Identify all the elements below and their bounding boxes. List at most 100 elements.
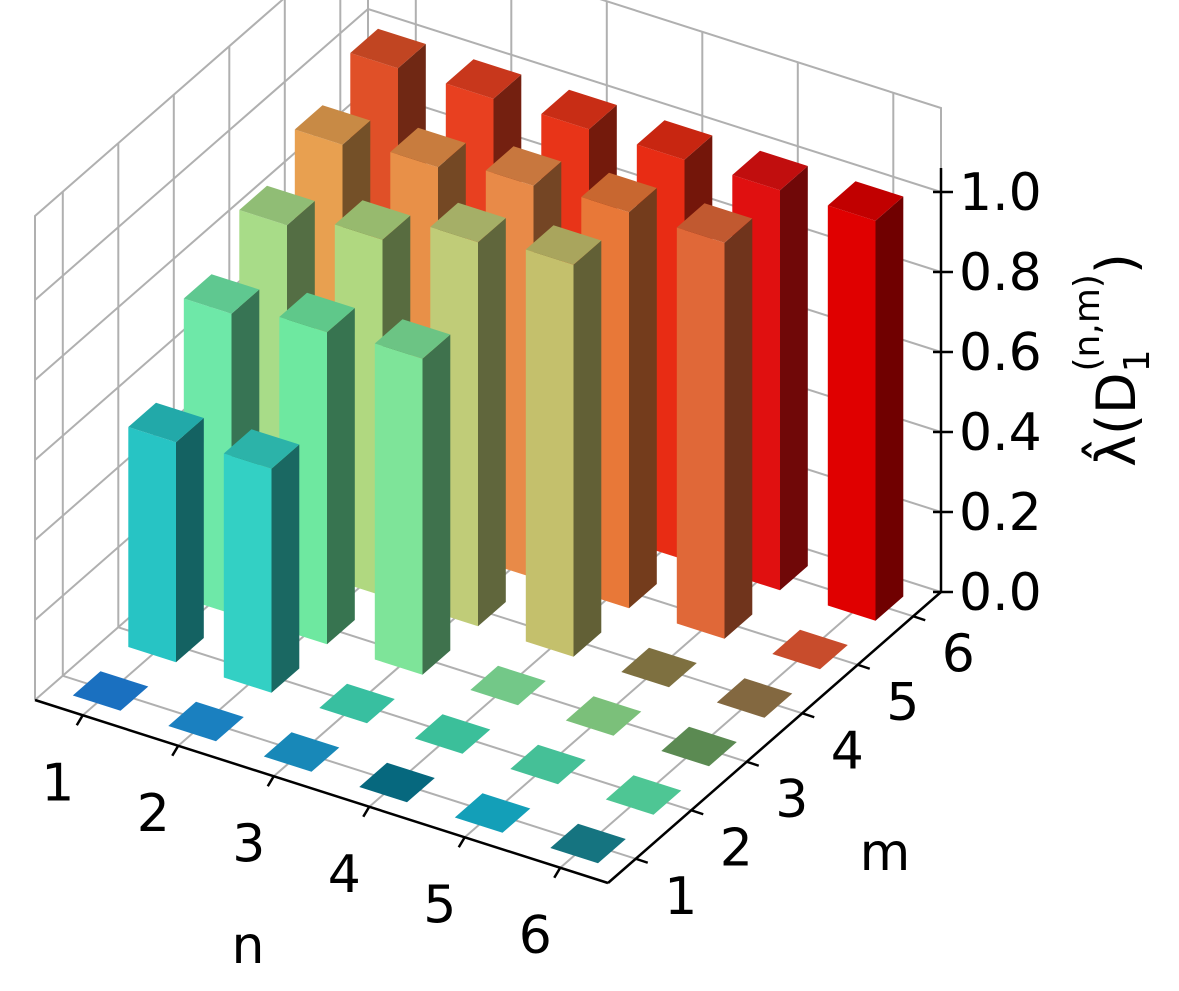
bar-side [875,196,904,621]
bar-top [732,150,808,191]
bar [470,665,546,706]
x-tick-label: 2 [137,784,170,844]
bar-side [271,444,300,693]
axes [34,168,953,885]
bar [550,823,626,864]
x-tick [266,775,275,787]
x-tick-label: 3 [232,814,265,874]
bar-top [374,319,451,359]
bar [128,402,204,663]
bar [454,793,531,833]
bar-top [525,225,602,265]
bar-top [390,127,466,168]
bar-side [724,218,753,639]
x-tick-label: 5 [423,875,456,935]
z-tick-label: 0.4 [959,403,1042,463]
y-tick [690,809,704,816]
x-axis-label: n [232,916,265,976]
bar-side [327,308,355,645]
bar-side [176,418,204,663]
x-tick [553,867,562,879]
bar-top [565,696,642,736]
y-tick [746,760,760,767]
bar-front [676,227,725,639]
grid-line [61,191,637,860]
y-tick-label: 2 [720,818,753,878]
z-tick-label: 0.2 [959,483,1042,543]
bar-top [239,185,315,226]
x-tick [75,714,84,726]
y-tick-label: 5 [886,673,919,733]
bar-top [183,274,260,314]
bar-top [72,671,149,711]
y-axis-label: m [860,823,911,883]
bar-front [525,249,574,657]
bar [168,701,244,742]
bar [374,319,451,675]
bar [525,225,602,657]
bar [565,696,642,736]
x-axis-line [34,698,609,885]
bar-top [605,775,682,815]
bars [72,28,904,864]
bar-top [454,793,531,833]
bar-front [827,205,876,621]
y-tick [801,712,815,719]
x-tick [457,836,466,848]
bar-side [780,166,808,591]
bar-top [470,665,546,706]
bar-side [629,188,657,609]
bar-top [716,678,793,718]
bar [827,181,904,621]
z-tick-label: 0.0 [959,563,1042,623]
y-tick [635,857,649,864]
y-tick-label: 6 [942,624,975,684]
bar-top [334,200,411,240]
y-tick [857,663,871,670]
bar-side [478,218,506,627]
bar-side [573,240,602,657]
bar-top [827,181,904,221]
bar-top [510,744,586,785]
bar-top [430,202,506,243]
bar [661,726,737,767]
x-tick-label: 4 [328,845,361,905]
bar [263,732,340,772]
grid-line [117,143,692,812]
y-tick-label: 4 [831,721,864,781]
y-axis-line [607,591,942,884]
bar-front [128,427,176,663]
bar [319,683,395,724]
y-tick-label: 3 [775,770,808,830]
bar-top [294,105,371,145]
bar-top [350,28,426,69]
bar [72,671,149,711]
bar-top [621,647,697,688]
bar-top [279,292,355,333]
z-tick-label: 0.8 [959,243,1042,303]
bar-top [223,429,300,469]
bar [359,762,435,803]
z-tick-label: 0.6 [959,323,1042,383]
bar [223,429,300,693]
bar-top [772,629,848,670]
bar-top [414,714,491,754]
bar [772,629,848,670]
y-tick-label: 1 [664,867,697,927]
x-tick-label: 1 [41,753,74,813]
bar-top [128,402,204,443]
bar-front [374,343,423,675]
bar-top [359,762,435,803]
bar-side [422,334,451,675]
bar [676,203,753,639]
bar [605,775,682,815]
bar [621,647,697,688]
bar [716,678,793,718]
bar-top [485,146,562,186]
x-tick-label: 6 [519,906,552,966]
bar-top [319,683,395,724]
bar [414,714,491,754]
z-axis-label: λ̂(D1(n,m)) [1067,253,1158,467]
bar-front [223,453,272,693]
